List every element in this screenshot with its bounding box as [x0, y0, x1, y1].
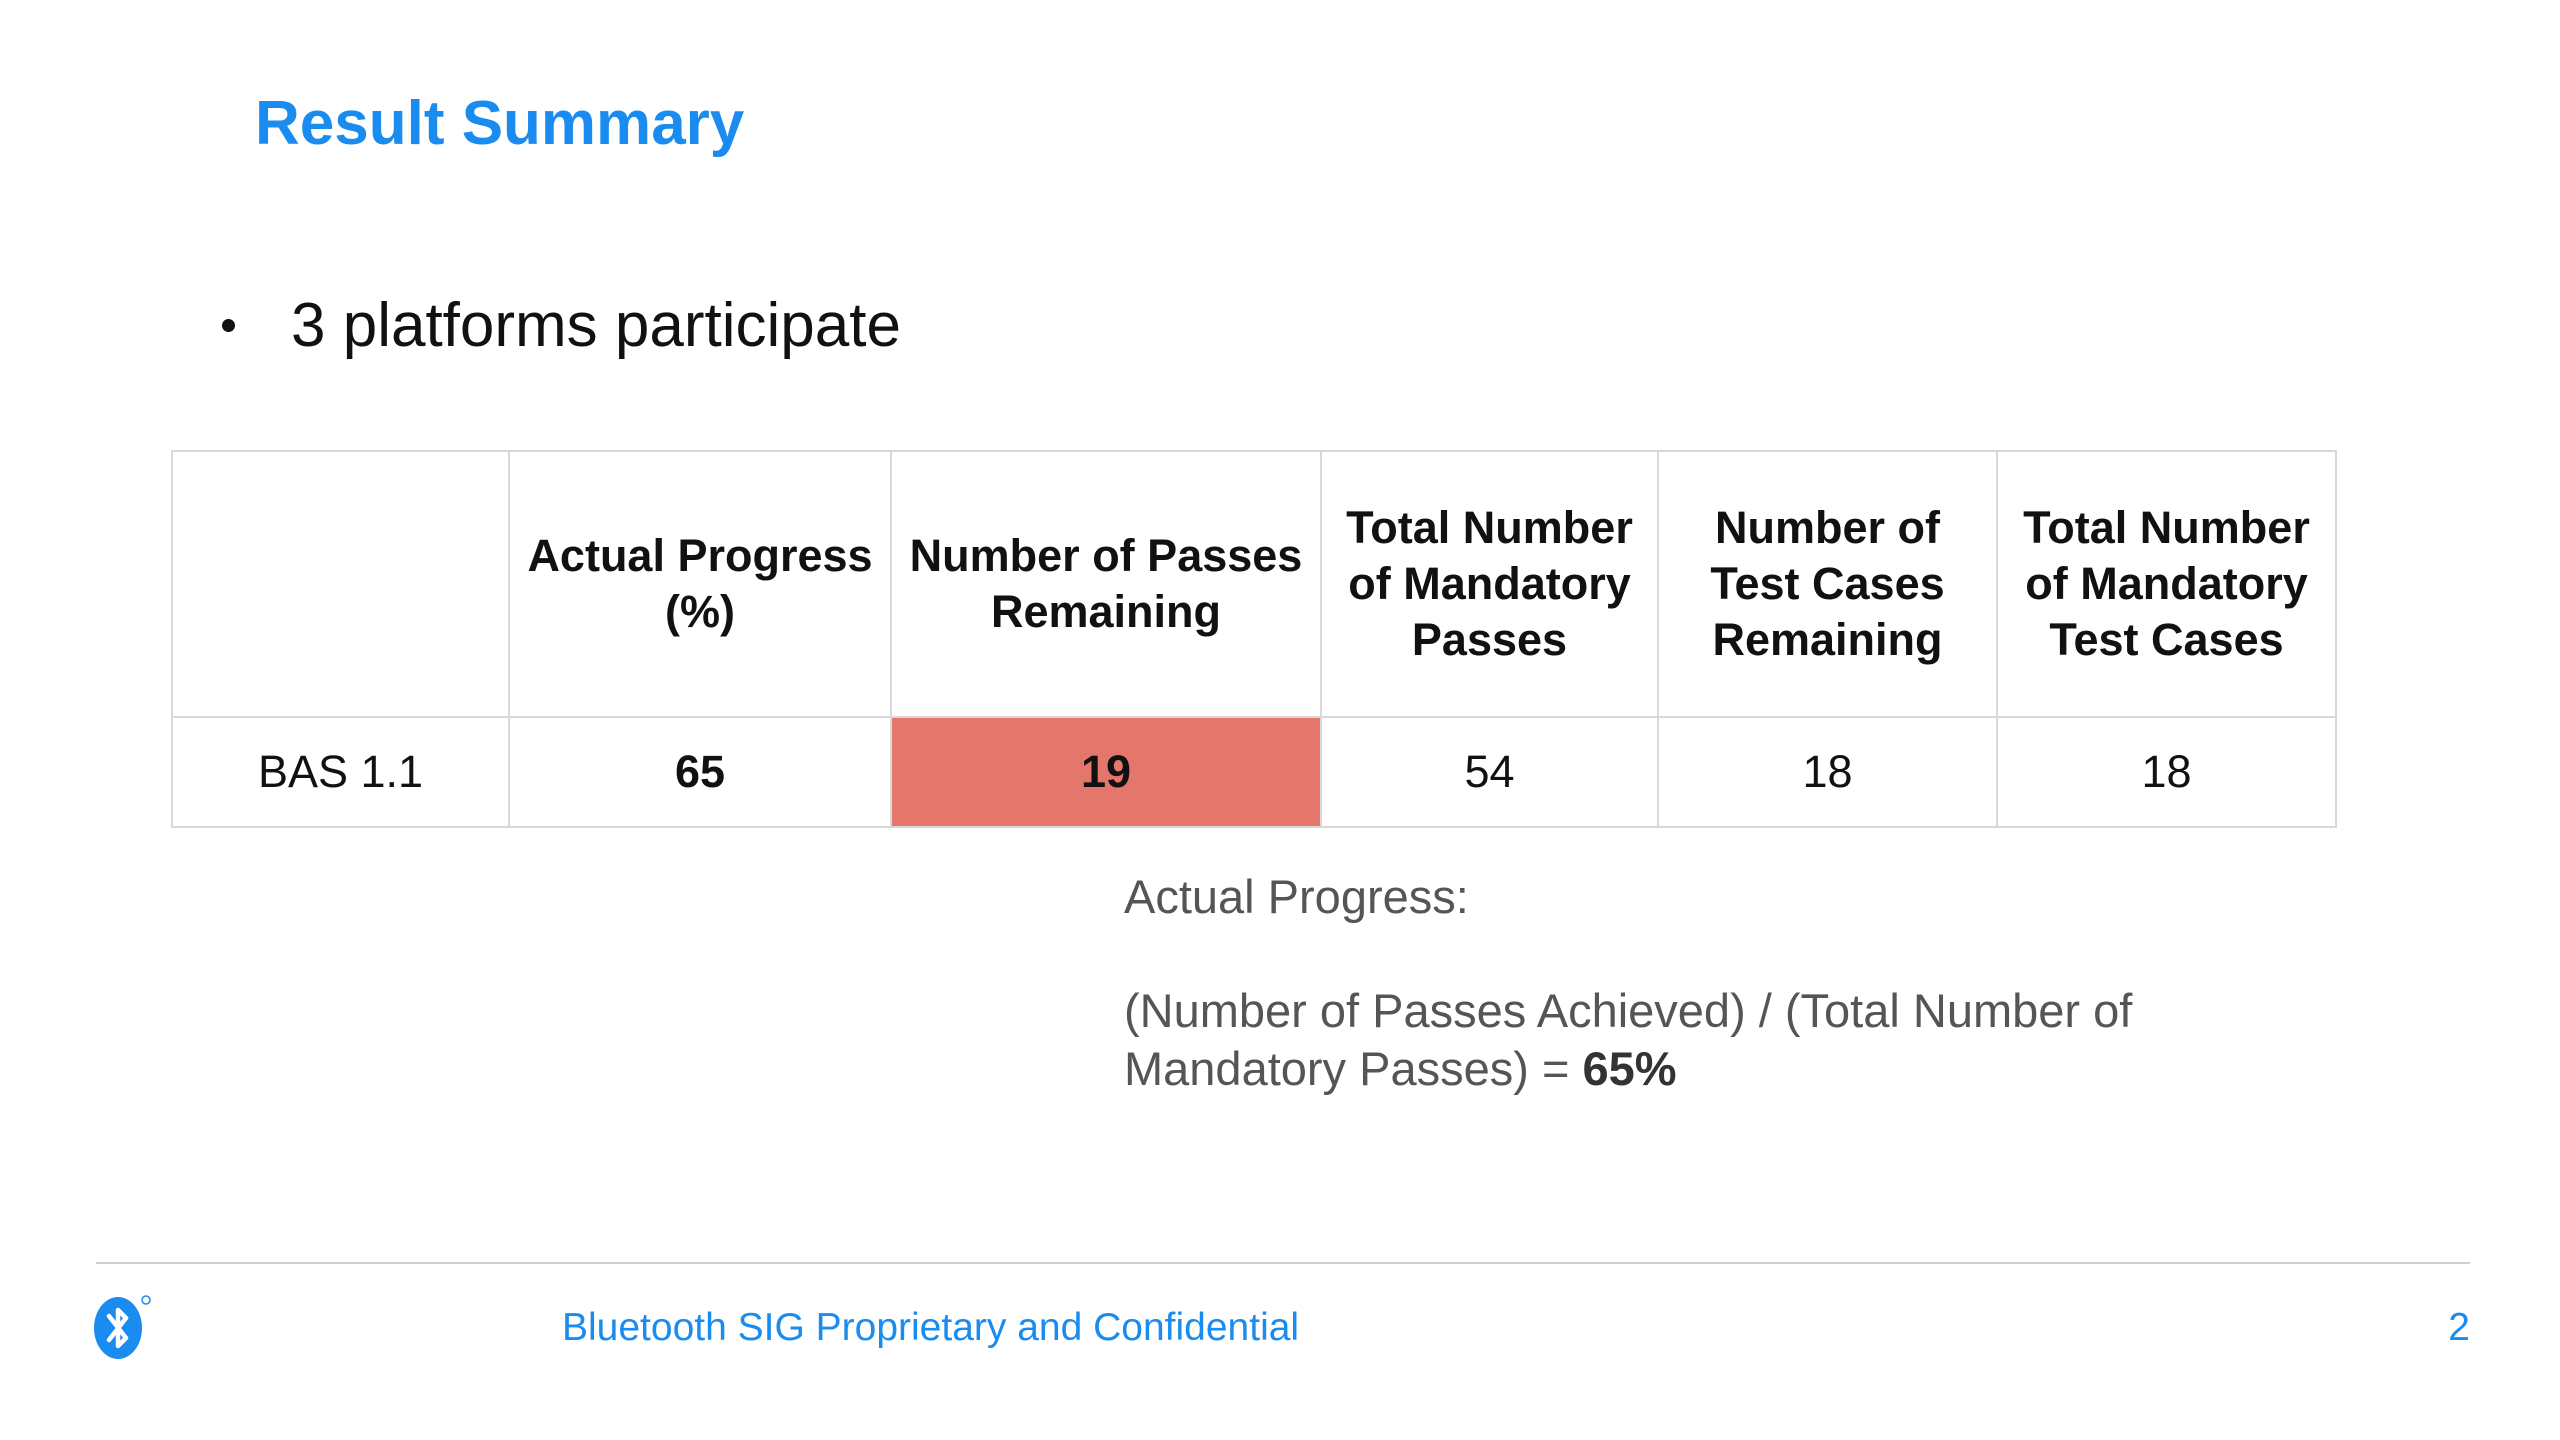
header-total-mandatory-passes: Total Number of Mandatory Passes — [1320, 450, 1659, 718]
table-row: BAS 1.1 65 19 54 18 18 — [171, 716, 2337, 828]
test-cases-remaining-cell: 18 — [1657, 716, 1998, 828]
header-actual-progress: Actual Progress (%) — [508, 450, 892, 718]
actual-progress-cell: 65 — [508, 716, 892, 828]
row-name-cell: BAS 1.1 — [171, 716, 510, 828]
total-mandatory-test-cases-cell: 18 — [1996, 716, 2337, 828]
bluetooth-logo-icon — [94, 1295, 151, 1359]
slide-title: Result Summary — [255, 89, 745, 158]
passes-remaining-cell: 19 — [890, 716, 1322, 828]
bullet-dot-icon — [222, 319, 235, 332]
note-heading: Actual Progress: — [1124, 870, 1469, 923]
bullet-text: 3 platforms participate — [291, 291, 901, 360]
page-number: 2 — [2448, 1306, 2470, 1349]
header-blank — [171, 450, 510, 718]
bullet-item: 3 platforms participate — [222, 290, 901, 361]
note-result: 65% — [1582, 1042, 1677, 1095]
total-mandatory-passes-cell: 54 — [1320, 716, 1659, 828]
header-passes-remaining: Number of Passes Remaining — [890, 450, 1322, 718]
note-formula: (Number of Passes Achieved) / (Total Num… — [1124, 982, 2224, 1098]
progress-note: Actual Progress: (Number of Passes Achie… — [1124, 868, 2224, 1098]
header-total-mandatory-test-cases: Total Number of Mandatory Test Cases — [1996, 450, 2337, 718]
note-formula-text: (Number of Passes Achieved) / (Total Num… — [1124, 984, 2133, 1095]
header-test-cases-remaining: Number of Test Cases Remaining — [1657, 450, 1998, 718]
footer-divider — [96, 1262, 2470, 1264]
result-summary-table: Actual Progress (%) Number of Passes Rem… — [171, 450, 2337, 828]
footer-confidential-text: Bluetooth SIG Proprietary and Confidenti… — [562, 1306, 1300, 1349]
table-header-row: Actual Progress (%) Number of Passes Rem… — [171, 450, 2337, 718]
